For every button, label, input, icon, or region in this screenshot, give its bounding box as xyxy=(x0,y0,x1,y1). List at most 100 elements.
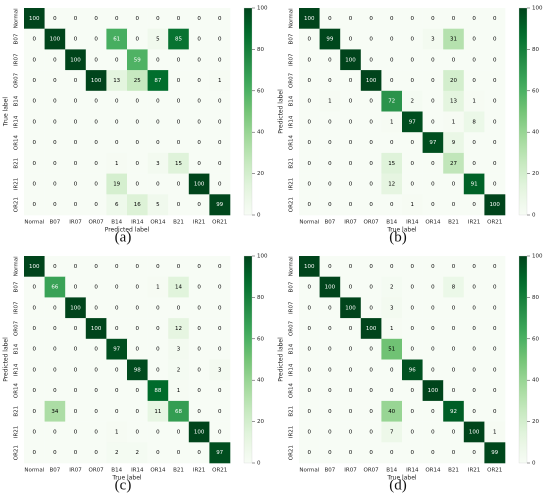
cell-label: 2 xyxy=(136,450,140,456)
cell xyxy=(340,8,362,29)
cell xyxy=(85,49,107,71)
cell-label: 0 xyxy=(94,202,98,208)
cell-label: 0 xyxy=(472,161,476,167)
cell-label: 0 xyxy=(493,285,497,291)
cell xyxy=(209,28,231,50)
cell-label: 2 xyxy=(115,450,119,456)
cell-label: 5 xyxy=(156,202,160,208)
colorbar-tick-label: 20 xyxy=(257,171,264,177)
y-tick-label: IR07 xyxy=(14,53,20,66)
cell-label: 1 xyxy=(452,119,456,125)
cell-label: 0 xyxy=(452,57,456,63)
y-tick-label: OR07 xyxy=(14,320,20,336)
cell-label: 0 xyxy=(74,99,78,105)
cell xyxy=(188,152,210,174)
x-tick-label: B14 xyxy=(111,220,122,226)
cell xyxy=(65,49,87,71)
cell-label: 0 xyxy=(431,181,435,187)
cell xyxy=(463,442,485,464)
cell xyxy=(463,256,485,277)
cell xyxy=(106,194,128,216)
cell-label: 0 xyxy=(411,347,415,353)
x-tick-label: IR07 xyxy=(69,468,82,474)
cell-label: 0 xyxy=(218,57,222,63)
cell xyxy=(319,173,341,195)
y-axis-label: Predicted label xyxy=(278,89,285,134)
cell xyxy=(85,111,107,133)
x-tick-label: IR07 xyxy=(344,220,357,226)
cell xyxy=(24,338,45,360)
cell xyxy=(484,173,506,195)
cell xyxy=(381,194,403,216)
x-tick-label: OR07 xyxy=(364,468,380,474)
cell-label: 0 xyxy=(136,285,140,291)
cell xyxy=(443,421,465,443)
y-tick-label: IR21 xyxy=(289,178,295,190)
cell-label: 0 xyxy=(156,57,160,63)
cell xyxy=(299,276,320,298)
x-tick-label: B14 xyxy=(111,468,122,474)
colorbar-tick-label: 100 xyxy=(257,6,268,12)
cell xyxy=(463,49,485,71)
cell xyxy=(319,8,341,29)
cell-label: 0 xyxy=(33,57,37,63)
cell-label: 97 xyxy=(113,347,120,353)
cell xyxy=(44,28,66,50)
cell xyxy=(188,28,210,50)
cell-label: 0 xyxy=(472,37,476,43)
colorbar-tick-label: 40 xyxy=(532,130,539,136)
cell-label: 3 xyxy=(390,305,394,311)
cell-label: 0 xyxy=(218,99,222,105)
cell-label: 0 xyxy=(115,388,119,394)
cell-label: 0 xyxy=(431,450,435,456)
cell xyxy=(319,111,341,133)
cell-label: 2 xyxy=(411,99,415,105)
cell-label: 0 xyxy=(308,57,312,63)
cell xyxy=(147,442,169,464)
cell-label: 0 xyxy=(94,161,98,167)
cell xyxy=(85,359,107,381)
cell xyxy=(209,318,231,340)
cell xyxy=(168,111,190,133)
cell-label: 0 xyxy=(197,140,201,146)
cell xyxy=(44,338,66,360)
y-tick-label: B14 xyxy=(289,343,295,354)
cell-label: 3 xyxy=(218,367,222,373)
cell-label: 0 xyxy=(115,16,119,22)
cell-label: 0 xyxy=(94,264,98,270)
cell xyxy=(44,256,66,277)
cell-label: 0 xyxy=(197,450,201,456)
cell-label: 16 xyxy=(134,202,141,208)
cell xyxy=(484,380,506,402)
cell-label: 0 xyxy=(328,264,332,270)
cell xyxy=(360,421,382,443)
cell-label: 0 xyxy=(177,450,181,456)
cell-label: 2 xyxy=(177,367,181,373)
cell xyxy=(422,8,444,29)
cell xyxy=(168,256,190,277)
cell xyxy=(319,359,341,381)
x-tick-label: OR21 xyxy=(212,468,227,474)
cell-label: 0 xyxy=(493,140,497,146)
cell xyxy=(422,318,444,340)
cell xyxy=(24,152,45,174)
cell xyxy=(463,194,485,216)
cell xyxy=(188,421,210,443)
cell xyxy=(340,297,362,319)
x-axis-label: True label xyxy=(111,475,141,482)
y-tick-label: IR14 xyxy=(289,363,295,376)
cell-label: 0 xyxy=(308,119,312,125)
cell-label: 0 xyxy=(493,264,497,270)
cell xyxy=(422,132,444,154)
cell-label: 0 xyxy=(431,409,435,415)
y-tick-label: IR14 xyxy=(289,115,295,128)
cell xyxy=(319,256,341,277)
cell xyxy=(127,90,148,112)
cell xyxy=(188,380,210,402)
cell-label: 0 xyxy=(197,161,201,167)
y-tick-label: B14 xyxy=(14,343,20,354)
cell-label: 27 xyxy=(450,161,457,167)
cell-label: 0 xyxy=(411,78,415,84)
cell xyxy=(44,194,66,216)
cell xyxy=(381,276,403,298)
